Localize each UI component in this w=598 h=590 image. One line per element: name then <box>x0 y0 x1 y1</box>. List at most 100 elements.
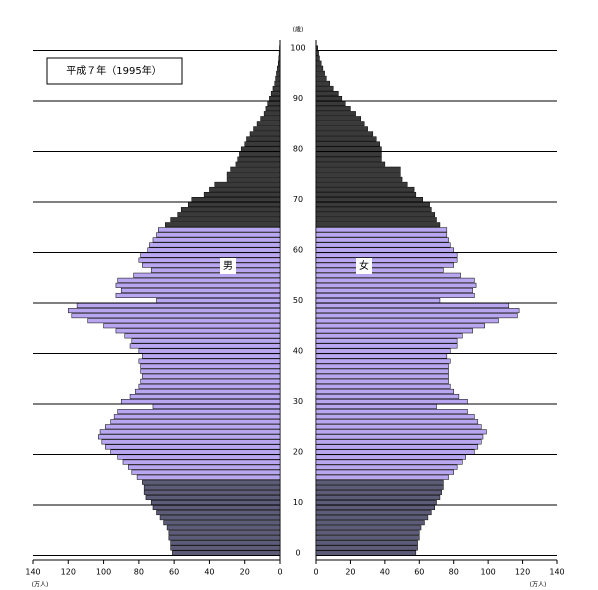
bar <box>315 131 374 137</box>
y-unit: (歳) <box>293 26 304 34</box>
bar <box>315 540 418 546</box>
bar <box>117 409 281 415</box>
bar <box>315 70 325 76</box>
bar <box>203 191 281 197</box>
bar <box>315 378 449 384</box>
x-unit-left: (万人) <box>32 582 49 589</box>
bar <box>315 489 442 495</box>
bar <box>110 449 281 455</box>
bar <box>237 156 281 162</box>
bar <box>270 90 281 96</box>
bar <box>263 111 281 117</box>
chart-title: 平成７年（1995年） <box>66 64 161 77</box>
bar <box>117 277 281 283</box>
x-tick-label: 0 <box>277 568 282 577</box>
x-tick-label: 100 <box>481 568 496 577</box>
bar <box>209 186 281 192</box>
x-tick-label: 40 <box>204 568 214 577</box>
bar <box>278 50 281 56</box>
bar <box>138 257 281 263</box>
bar <box>117 454 281 460</box>
bar <box>180 207 281 213</box>
bar <box>315 515 429 521</box>
bar <box>315 464 458 470</box>
bar <box>315 272 461 278</box>
bar <box>315 106 351 112</box>
x-tick-label: 120 <box>61 568 76 577</box>
bar <box>315 202 430 208</box>
bar <box>315 85 334 91</box>
bar <box>315 343 458 349</box>
bar <box>315 181 408 187</box>
bar <box>315 116 362 122</box>
bar <box>128 464 281 470</box>
bar <box>315 494 441 500</box>
bar <box>240 146 281 152</box>
bar <box>249 131 281 137</box>
bar <box>136 474 281 480</box>
bar <box>315 262 454 268</box>
x-unit-right: (万人) <box>530 582 547 589</box>
bar <box>315 520 425 526</box>
bar <box>315 530 420 536</box>
y-tick-label: 20 <box>293 448 303 457</box>
bar <box>315 414 475 420</box>
bar <box>177 212 281 218</box>
bar <box>142 262 281 268</box>
bar <box>315 121 365 127</box>
bar <box>122 459 281 465</box>
bar <box>149 242 281 248</box>
bar <box>315 90 339 96</box>
bar <box>315 75 327 81</box>
bar <box>315 156 382 162</box>
series-label: 女 <box>359 259 369 272</box>
x-tick-label: 40 <box>380 568 390 577</box>
bar <box>168 530 281 536</box>
bar <box>315 333 463 339</box>
bar <box>315 308 520 314</box>
bar <box>315 338 458 344</box>
bar <box>115 282 281 288</box>
bar <box>120 399 281 404</box>
bar <box>315 217 437 223</box>
bar <box>315 535 420 541</box>
y-tick-label: 80 <box>293 145 303 154</box>
bar <box>315 136 377 142</box>
x-tick-label: 60 <box>169 568 179 577</box>
bar <box>315 353 448 359</box>
bar <box>315 323 485 329</box>
bar <box>165 222 281 228</box>
y-tick-label: 90 <box>293 94 303 103</box>
bar <box>230 166 281 172</box>
bar <box>142 479 281 485</box>
bar <box>315 328 473 334</box>
bar <box>156 298 281 303</box>
bar <box>140 378 281 384</box>
bar <box>315 60 322 66</box>
bar <box>276 70 281 76</box>
bar <box>315 45 318 51</box>
y-tick-label: 30 <box>293 397 303 406</box>
x-tick-label: 0 <box>313 568 318 577</box>
bar <box>103 323 281 329</box>
bar <box>315 141 380 147</box>
bar <box>315 55 320 61</box>
bar <box>87 318 281 324</box>
bar <box>315 227 448 233</box>
bar <box>99 429 281 435</box>
bar <box>315 282 477 288</box>
bar <box>188 202 281 208</box>
bar <box>269 96 281 101</box>
bar <box>315 242 451 248</box>
bar <box>140 368 281 374</box>
bar <box>156 232 281 238</box>
bar <box>138 383 281 389</box>
bar <box>315 96 343 101</box>
bar <box>235 161 281 167</box>
bar <box>152 505 281 511</box>
bar <box>226 171 281 177</box>
bar <box>315 207 432 213</box>
x-tick-label: 140 <box>25 568 40 577</box>
bar <box>315 277 475 283</box>
title-box <box>46 57 183 85</box>
